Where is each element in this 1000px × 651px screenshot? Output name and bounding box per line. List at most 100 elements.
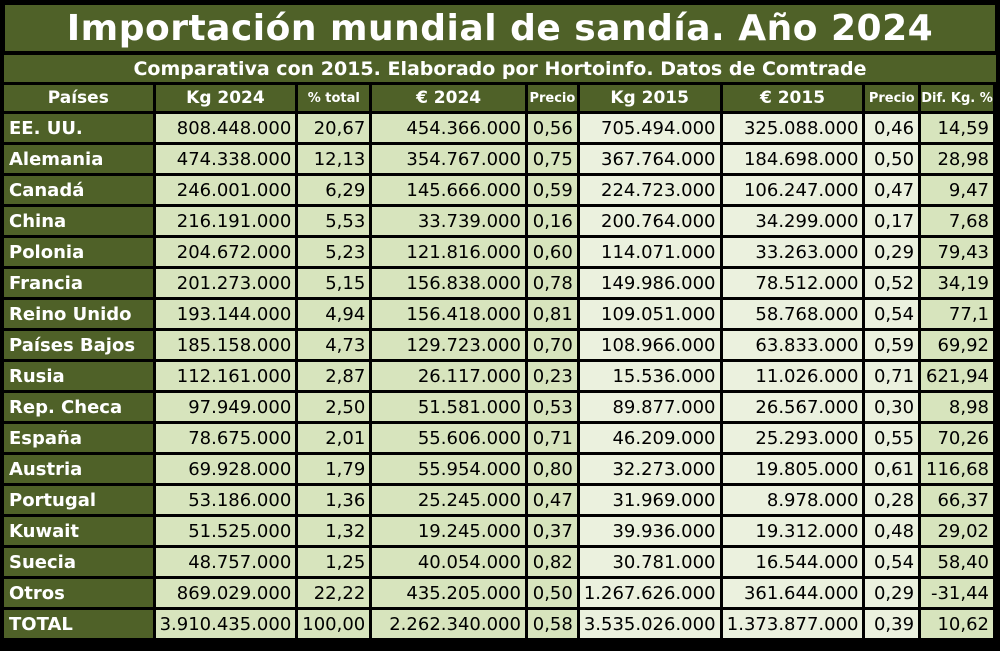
cell-eur-2024[interactable]: 129.723.000 — [372, 331, 525, 359]
cell-pct-total[interactable]: 20,67 — [298, 114, 370, 142]
cell-precio-2015[interactable]: 0,29 — [865, 238, 919, 266]
cell-country[interactable]: Canadá — [4, 176, 153, 204]
cell-dif-kg[interactable]: 7,68 — [921, 207, 993, 235]
col-header-eur-2015[interactable]: € 2015 — [722, 85, 863, 111]
cell-country[interactable]: Suecia — [4, 548, 153, 576]
cell-kg-2015[interactable]: 109.051.000 — [579, 300, 720, 328]
col-header-precio-2024[interactable]: Precio — [527, 85, 577, 111]
cell-eur-2015[interactable]: 26.567.000 — [722, 393, 863, 421]
cell-eur-2015[interactable]: 25.293.000 — [722, 424, 863, 452]
cell-precio-2024[interactable]: 0,80 — [527, 455, 577, 483]
cell-dif-kg[interactable]: 58,40 — [921, 548, 993, 576]
cell-pct-total[interactable]: 6,29 — [298, 176, 370, 204]
cell-eur-2015[interactable]: 33.263.000 — [722, 238, 863, 266]
col-header-dif-kg[interactable]: Dif. Kg. % — [921, 85, 993, 111]
cell-dif-kg[interactable]: 77,1 — [921, 300, 993, 328]
cell-kg-2015[interactable]: 32.273.000 — [579, 455, 720, 483]
cell-pct-total[interactable]: 2,50 — [298, 393, 370, 421]
col-header-pct-total[interactable]: % total — [298, 85, 370, 111]
cell-eur-2024[interactable]: 145.666.000 — [372, 176, 525, 204]
cell-eur-2024[interactable]: 19.245.000 — [372, 517, 525, 545]
cell-country[interactable]: Rusia — [4, 362, 153, 390]
cell-kg-2015[interactable]: 149.986.000 — [579, 269, 720, 297]
cell-precio-2015[interactable]: 0,50 — [865, 145, 919, 173]
cell-eur-2015[interactable]: 34.299.000 — [722, 207, 863, 235]
cell-country[interactable]: Francia — [4, 269, 153, 297]
cell-eur-2024[interactable]: 55.954.000 — [372, 455, 525, 483]
cell-kg-2015[interactable]: 46.209.000 — [579, 424, 720, 452]
cell-dif-kg[interactable]: -31,44 — [921, 579, 993, 607]
cell-pct-total[interactable]: 100,00 — [298, 610, 370, 638]
cell-kg-2024[interactable]: 246.001.000 — [155, 176, 296, 204]
cell-eur-2015[interactable]: 184.698.000 — [722, 145, 863, 173]
cell-eur-2015[interactable]: 19.805.000 — [722, 455, 863, 483]
cell-eur-2024[interactable]: 435.205.000 — [372, 579, 525, 607]
cell-country[interactable]: TOTAL — [4, 610, 153, 638]
cell-precio-2015[interactable]: 0,55 — [865, 424, 919, 452]
cell-precio-2024[interactable]: 0,53 — [527, 393, 577, 421]
cell-dif-kg[interactable]: 69,92 — [921, 331, 993, 359]
cell-pct-total[interactable]: 1,36 — [298, 486, 370, 514]
cell-eur-2015[interactable]: 11.026.000 — [722, 362, 863, 390]
cell-kg-2024[interactable]: 97.949.000 — [155, 393, 296, 421]
cell-country[interactable]: Alemania — [4, 145, 153, 173]
cell-pct-total[interactable]: 4,94 — [298, 300, 370, 328]
cell-kg-2024[interactable]: 193.144.000 — [155, 300, 296, 328]
cell-kg-2024[interactable]: 869.029.000 — [155, 579, 296, 607]
cell-pct-total[interactable]: 1,32 — [298, 517, 370, 545]
cell-kg-2015[interactable]: 200.764.000 — [579, 207, 720, 235]
cell-precio-2015[interactable]: 0,54 — [865, 300, 919, 328]
cell-kg-2015[interactable]: 114.071.000 — [579, 238, 720, 266]
cell-country[interactable]: Kuwait — [4, 517, 153, 545]
cell-eur-2024[interactable]: 454.366.000 — [372, 114, 525, 142]
cell-eur-2024[interactable]: 26.117.000 — [372, 362, 525, 390]
cell-kg-2024[interactable]: 216.191.000 — [155, 207, 296, 235]
cell-eur-2015[interactable]: 8.978.000 — [722, 486, 863, 514]
cell-pct-total[interactable]: 2,01 — [298, 424, 370, 452]
cell-precio-2024[interactable]: 0,47 — [527, 486, 577, 514]
cell-kg-2015[interactable]: 31.969.000 — [579, 486, 720, 514]
cell-country[interactable]: EE. UU. — [4, 114, 153, 142]
cell-precio-2024[interactable]: 0,56 — [527, 114, 577, 142]
col-header-eur-2024[interactable]: € 2024 — [372, 85, 525, 111]
cell-country[interactable]: Austria — [4, 455, 153, 483]
cell-precio-2015[interactable]: 0,59 — [865, 331, 919, 359]
cell-precio-2024[interactable]: 0,60 — [527, 238, 577, 266]
cell-dif-kg[interactable]: 9,47 — [921, 176, 993, 204]
cell-precio-2024[interactable]: 0,70 — [527, 331, 577, 359]
cell-dif-kg[interactable]: 116,68 — [921, 455, 993, 483]
cell-eur-2024[interactable]: 40.054.000 — [372, 548, 525, 576]
cell-eur-2015[interactable]: 325.088.000 — [722, 114, 863, 142]
cell-eur-2015[interactable]: 63.833.000 — [722, 331, 863, 359]
cell-kg-2015[interactable]: 39.936.000 — [579, 517, 720, 545]
cell-precio-2015[interactable]: 0,39 — [865, 610, 919, 638]
cell-precio-2024[interactable]: 0,37 — [527, 517, 577, 545]
cell-eur-2024[interactable]: 55.606.000 — [372, 424, 525, 452]
cell-country[interactable]: España — [4, 424, 153, 452]
cell-kg-2015[interactable]: 108.966.000 — [579, 331, 720, 359]
cell-eur-2015[interactable]: 58.768.000 — [722, 300, 863, 328]
cell-precio-2024[interactable]: 0,81 — [527, 300, 577, 328]
cell-kg-2015[interactable]: 367.764.000 — [579, 145, 720, 173]
cell-kg-2024[interactable]: 78.675.000 — [155, 424, 296, 452]
cell-kg-2024[interactable]: 474.338.000 — [155, 145, 296, 173]
cell-precio-2024[interactable]: 0,59 — [527, 176, 577, 204]
col-header-paises[interactable]: Países — [4, 85, 153, 111]
cell-kg-2024[interactable]: 53.186.000 — [155, 486, 296, 514]
cell-precio-2015[interactable]: 0,52 — [865, 269, 919, 297]
cell-kg-2024[interactable]: 48.757.000 — [155, 548, 296, 576]
cell-country[interactable]: Países Bajos — [4, 331, 153, 359]
cell-kg-2024[interactable]: 51.525.000 — [155, 517, 296, 545]
cell-country[interactable]: Portugal — [4, 486, 153, 514]
cell-country[interactable]: Otros — [4, 579, 153, 607]
cell-precio-2015[interactable]: 0,48 — [865, 517, 919, 545]
cell-kg-2024[interactable]: 808.448.000 — [155, 114, 296, 142]
cell-eur-2015[interactable]: 16.544.000 — [722, 548, 863, 576]
cell-dif-kg[interactable]: 66,37 — [921, 486, 993, 514]
cell-precio-2024[interactable]: 0,50 — [527, 579, 577, 607]
cell-kg-2024[interactable]: 3.910.435.000 — [155, 610, 296, 638]
cell-eur-2024[interactable]: 2.262.340.000 — [372, 610, 525, 638]
cell-pct-total[interactable]: 1,79 — [298, 455, 370, 483]
cell-eur-2015[interactable]: 361.644.000 — [722, 579, 863, 607]
cell-precio-2015[interactable]: 0,29 — [865, 579, 919, 607]
